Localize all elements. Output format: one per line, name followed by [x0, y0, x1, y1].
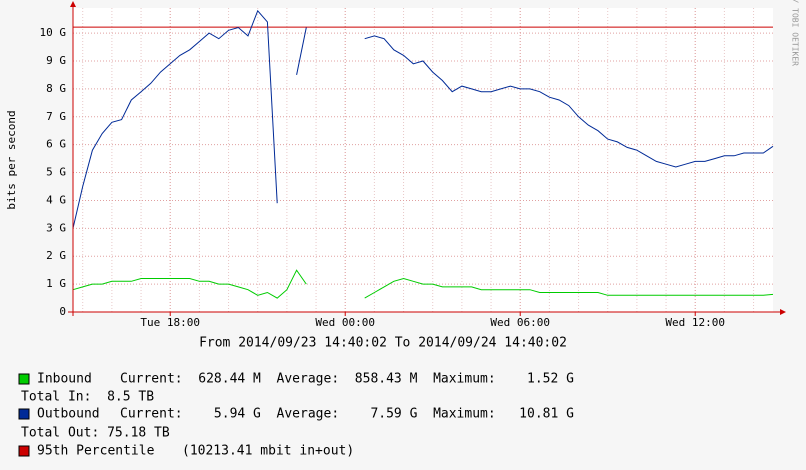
- legend-total: Total Out: 75.18 TB: [21, 426, 170, 441]
- legend: Inbound Current: 628.44 M Average: 858.43…: [18, 372, 574, 459]
- y-tick-label: 0: [59, 305, 66, 318]
- legend-total: Total In: 8.5 TB: [21, 390, 154, 405]
- y-tick-label: 8 G: [46, 82, 66, 95]
- x-tick-label: Wed 00:00: [315, 316, 375, 329]
- watermark: RRDTOOL / TOBI OETIKER: [791, 0, 800, 66]
- x-tick-label: Wed 12:00: [665, 316, 725, 329]
- legend-note: (10213.41 mbit in+out): [182, 444, 354, 459]
- y-tick-label: 7 G: [46, 110, 66, 123]
- legend-swatch: [18, 373, 30, 385]
- legend-swatch: [18, 445, 30, 457]
- y-tick-label: 2 G: [46, 249, 66, 262]
- x-tick-label: Wed 06:00: [490, 316, 550, 329]
- legend-stats: Current: 628.44 M Average: 858.43 M Maxi…: [120, 372, 574, 387]
- series-line: [72, 269, 774, 299]
- y-tick-label: 1 G: [46, 277, 66, 290]
- y-tick-label: 3 G: [46, 221, 66, 234]
- y-tick-label: 6 G: [46, 138, 66, 151]
- grid: [73, 8, 773, 316]
- legend-label: Outbound: [37, 407, 100, 422]
- legend-label: Inbound: [37, 372, 92, 387]
- y-tick-label: 5 G: [46, 166, 66, 179]
- plot-area: [73, 8, 773, 312]
- legend-label: 95th Percentile: [37, 444, 155, 459]
- y-tick-label: 10 G: [40, 26, 67, 39]
- y-tick-label: 9 G: [46, 54, 66, 67]
- x-axis-title: From 2014/09/23 14:40:02 To 2014/09/24 1…: [199, 336, 567, 351]
- x-axis-arrow: [780, 309, 786, 315]
- y-axis-arrow: [70, 1, 76, 7]
- lines: [72, 9, 774, 299]
- legend-stats: Current: 5.94 G Average: 7.59 G Maximum:…: [120, 407, 574, 422]
- y-axis-label: bits per second: [5, 110, 18, 209]
- legend-swatch: [18, 408, 30, 420]
- y-tick-label: 4 G: [46, 193, 66, 206]
- series-line: [72, 9, 774, 229]
- x-tick-label: Tue 18:00: [140, 316, 200, 329]
